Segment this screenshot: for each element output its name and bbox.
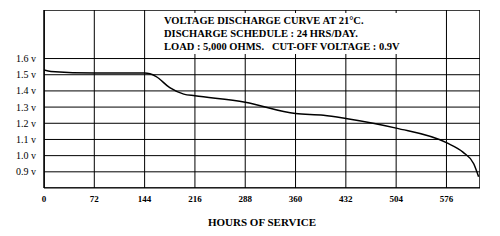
svg-text:0.9 v: 0.9 v bbox=[16, 166, 36, 177]
html-text:DISCHARGE SCHEDULE : 24 HRS/DA: DISCHARGE SCHEDULE : 24 HRS/DAY. bbox=[164, 28, 358, 39]
svg-text:1.1 v: 1.1 v bbox=[16, 134, 36, 145]
svg-text:1.3 v: 1.3 v bbox=[16, 102, 36, 113]
svg-text:72: 72 bbox=[90, 194, 100, 204]
html-text:VOLTAGE DISCHARGE CURVE AT 21°: VOLTAGE DISCHARGE CURVE AT 21°C. bbox=[164, 15, 364, 26]
svg-text:1.5 v: 1.5 v bbox=[16, 69, 36, 80]
svg-text:504: 504 bbox=[389, 194, 403, 204]
svg-text:1.6 v: 1.6 v bbox=[16, 53, 36, 64]
svg-text:HOURS OF SERVICE: HOURS OF SERVICE bbox=[208, 216, 316, 228]
svg-text:144: 144 bbox=[138, 194, 152, 204]
svg-text:1.0 v: 1.0 v bbox=[16, 150, 36, 161]
svg-text:216: 216 bbox=[188, 194, 202, 204]
svg-text:576: 576 bbox=[440, 194, 454, 204]
html-text:LOAD : 5,000 OHMS. CUT-OFF VOL: LOAD : 5,000 OHMS. CUT-OFF VOLTAGE : 0.9… bbox=[164, 41, 400, 52]
svg-text:0: 0 bbox=[42, 194, 47, 204]
svg-text:432: 432 bbox=[339, 194, 353, 204]
svg-text:360: 360 bbox=[289, 194, 303, 204]
svg-text:1.2 v: 1.2 v bbox=[16, 118, 36, 129]
svg-text:1.4 v: 1.4 v bbox=[16, 85, 36, 96]
svg-text:288: 288 bbox=[238, 194, 252, 204]
